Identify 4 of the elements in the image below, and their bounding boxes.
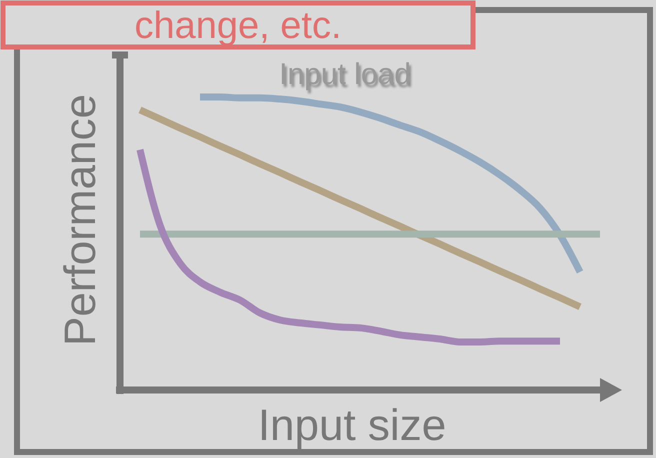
y-axis-title: Performance	[56, 94, 105, 346]
x-axis-title: Input size	[258, 401, 446, 450]
text: change, etc.	[134, 5, 342, 47]
text: Input load	[279, 58, 411, 91]
